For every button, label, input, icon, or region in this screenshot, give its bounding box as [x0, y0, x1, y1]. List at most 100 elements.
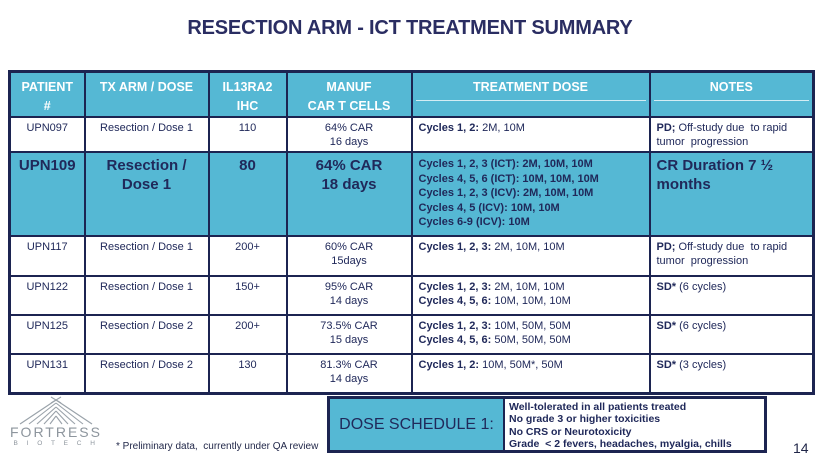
- manuf-car-t-cell: 60% CAR 15days: [285, 235, 413, 277]
- cell-line: Cycles 4, 5, 6: 50M, 50M, 50M: [418, 334, 571, 346]
- notes-cell: PD; Off-study due to rapid tumor progres…: [648, 235, 815, 277]
- cell-line: 18 days: [321, 176, 377, 193]
- treatment-dose-cell: Cycles 1, 2, 3: 2M, 10M, 10M: [410, 235, 651, 277]
- il13ra2-ihc-cell: 200+: [207, 314, 288, 355]
- cell-line: SD* (6 cycles): [656, 320, 727, 332]
- cell-line: 130: [238, 359, 257, 371]
- manuf-car-t-cell: 81.3% CAR 14 days: [285, 353, 413, 394]
- cell-line: 81.3% CAR: [320, 359, 378, 371]
- cell-line: 60% CAR: [324, 241, 374, 253]
- cell-line: 15days: [331, 255, 367, 267]
- cell-line: 64% CAR: [315, 157, 383, 174]
- manuf-car-t-cell: 95% CAR 14 days: [285, 275, 413, 316]
- patient-cell: UPN109: [8, 151, 86, 237]
- tx-arm-dose-cell: Resection / Dose 1: [83, 151, 210, 237]
- cell-line: Cycles 4, 5 (ICV): 10M, 10M: [418, 201, 560, 214]
- fortress-logo-icon: [19, 396, 93, 425]
- table-row: UPN122 Resection / Dose 1 150+ 95% CAR 14 da…: [8, 275, 815, 316]
- cell-line: 14 days: [329, 373, 369, 385]
- treatment-dose-cell: Cycles 1, 2, 3 (ICT): 2M, 10M, 10M Cycles…: [410, 151, 651, 237]
- cell-line: 73.5% CAR: [320, 320, 378, 332]
- treatment-dose-cell: Cycles 1, 2, 3: 10M, 50M, 50M Cycles 4, 5…: [410, 314, 651, 355]
- cell-line: Resection /: [106, 157, 187, 174]
- cell-line: Cycles 1, 2, 3 (ICT): 2M, 10M, 10M: [418, 158, 593, 170]
- header-il13ra2-ihc: IL13RA2 IHC: [207, 70, 288, 118]
- il13ra2-ihc-cell: 200+: [207, 235, 288, 277]
- table-body: UPN097 Resection / Dose 1 110 64% CAR 16 day…: [8, 116, 815, 394]
- cell-line: 64% CAR: [324, 122, 374, 134]
- notes-cell: SD* (6 cycles): [648, 314, 815, 355]
- dose-schedule-line: Well-tolerated in all patients treated: [509, 401, 687, 413]
- cell-line: Cycles 1, 2, 3: 2M, 10M, 10M: [418, 241, 565, 253]
- dose-schedule-label: DOSE SCHEDULE 1:: [330, 399, 505, 450]
- cell-line: UPN117: [26, 241, 68, 253]
- page-number: 14: [793, 440, 809, 456]
- cell-line: 16 days: [329, 136, 369, 148]
- patient-cell: UPN097: [8, 116, 86, 153]
- cell-line: Resection / Dose 1: [100, 122, 193, 134]
- patient-cell: UPN131: [8, 353, 86, 394]
- cell-line: Cycles 1, 2, 3 (ICV): 2M, 10M, 10M: [418, 187, 594, 200]
- header-notes: NOTES: [648, 70, 815, 118]
- dose-schedule-box: DOSE SCHEDULE 1: Well-tolerated in all p…: [327, 396, 767, 453]
- cell-line: 15 days: [329, 334, 369, 346]
- notes-cell: PD; Off-study due to rapid tumor progres…: [648, 116, 815, 153]
- dose-schedule-line: No grade 3 or higher toxicities: [509, 413, 661, 426]
- cell-line: 14 days: [329, 295, 369, 307]
- cell-line: Cycles 4, 5, 6 (ICT): 10M, 10M, 10M: [418, 172, 599, 185]
- table-row: UPN109 Resection / Dose 1 80 64% CAR 18 days C…: [8, 151, 815, 237]
- tx-arm-dose-cell: Resection / Dose 1: [83, 116, 210, 153]
- cell-line: 150+: [235, 281, 260, 293]
- tx-arm-dose-cell: Resection / Dose 2: [83, 314, 210, 355]
- il13ra2-ihc-cell: 110: [207, 116, 288, 153]
- table-header: PATIENT # TX ARM / DOSE IL13RA2 IHC MANU…: [8, 70, 815, 118]
- treatment-dose-cell: Cycles 1, 2: 10M, 50M*, 50M: [410, 353, 651, 394]
- table-row: UPN125 Resection / Dose 2 200+ 73.5% CAR 15 …: [8, 314, 815, 355]
- manuf-car-t-cell: 64% CAR 18 days: [285, 151, 413, 237]
- dose-schedule-details: Well-tolerated in all patients treated N…: [505, 399, 764, 450]
- cell-line: 200+: [235, 241, 260, 253]
- table-row: UPN097 Resection / Dose 1 110 64% CAR 16 day…: [8, 116, 815, 153]
- cell-line: Resection / Dose 2: [100, 320, 193, 332]
- cell-line: Dose 1: [121, 176, 172, 193]
- notes-cell: SD* (6 cycles): [648, 275, 815, 316]
- cell-line: Resection / Dose 1: [100, 281, 193, 293]
- cell-line: Resection / Dose 1: [100, 241, 193, 253]
- header-patient: PATIENT #: [8, 70, 86, 118]
- notes-cell: CR Duration 7 ½ months: [648, 151, 815, 237]
- cell-line: UPN131: [26, 359, 69, 371]
- tx-arm-dose-cell: Resection / Dose 1: [83, 235, 210, 277]
- notes-cell: SD* (3 cycles): [648, 353, 815, 394]
- fortress-biotech-logo: FORTRESS B I O T E C H: [8, 396, 104, 448]
- tx-arm-dose-cell: Resection / Dose 2: [83, 353, 210, 394]
- header-treatment-dose: TREATMENT DOSE: [410, 70, 651, 118]
- manuf-car-t-cell: 73.5% CAR 15 days: [285, 314, 413, 355]
- cell-line: SD* (3 cycles): [656, 359, 727, 371]
- tx-arm-dose-cell: Resection / Dose 1: [83, 275, 210, 316]
- cell-line: Cycles 1, 2: 2M, 10M: [418, 122, 525, 134]
- cell-line: PD; Off-study due to rapid tumor progres…: [656, 241, 791, 267]
- cell-line: CR Duration 7 ½ months: [656, 157, 778, 193]
- table-row: UPN117 Resection / Dose 1 200+ 60% CAR 15day…: [8, 235, 815, 277]
- cell-line: 95% CAR: [324, 281, 374, 293]
- cell-line: Cycles 1, 2, 3: 10M, 50M, 50M: [418, 320, 571, 332]
- cell-line: Cycles 1, 2, 3: 2M, 10M, 10M: [418, 281, 565, 293]
- logo-subtitle: B I O T E C H: [13, 440, 99, 447]
- cell-line: Cycles 6-9 (ICV): 10M: [418, 216, 530, 229]
- il13ra2-ihc-cell: 130: [207, 353, 288, 394]
- footnote: * Preliminary data, currently under QA r…: [116, 441, 319, 452]
- cell-line: UPN097: [26, 122, 69, 134]
- patient-cell: UPN117: [8, 235, 86, 277]
- cell-line: Cycles 1, 2: 10M, 50M*, 50M: [418, 359, 563, 371]
- cell-line: 200+: [235, 320, 260, 332]
- table-row: UPN131 Resection / Dose 2 130 81.3% CAR 14 d…: [8, 353, 815, 394]
- cell-line: Cycles 4, 5, 6: 10M, 10M, 10M: [418, 295, 571, 307]
- logo-name: FORTRESS: [10, 424, 102, 440]
- cell-line: UPN125: [26, 320, 69, 332]
- treatment-dose-cell: Cycles 1, 2, 3: 2M, 10M, 10M Cycles 4, 5,…: [410, 275, 651, 316]
- patient-cell: UPN122: [8, 275, 86, 316]
- cell-line: UPN122: [26, 281, 69, 293]
- dose-schedule-line: No CRS or Neurotoxicity: [509, 425, 632, 438]
- treatment-summary-table: PATIENT # TX ARM / DOSE IL13RA2 IHC MANU…: [8, 70, 815, 395]
